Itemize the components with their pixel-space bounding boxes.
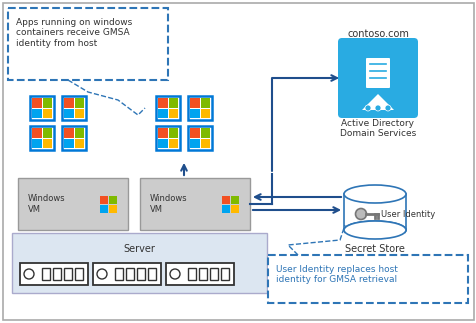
- Bar: [158, 109, 167, 118]
- Text: Windows
VM: Windows VM: [28, 194, 66, 214]
- Bar: [99, 195, 107, 203]
- Bar: [221, 195, 229, 203]
- FancyBboxPatch shape: [30, 96, 54, 120]
- FancyBboxPatch shape: [64, 268, 72, 280]
- Bar: [344, 229, 404, 240]
- FancyBboxPatch shape: [156, 126, 179, 150]
- Bar: [99, 204, 107, 213]
- Text: Server: Server: [123, 244, 155, 254]
- Bar: [200, 139, 209, 148]
- Bar: [42, 128, 52, 138]
- FancyBboxPatch shape: [198, 268, 207, 280]
- FancyBboxPatch shape: [188, 268, 196, 280]
- Bar: [200, 109, 209, 118]
- Bar: [158, 139, 167, 148]
- FancyBboxPatch shape: [53, 268, 61, 280]
- Bar: [42, 139, 52, 148]
- FancyBboxPatch shape: [140, 178, 249, 230]
- Bar: [74, 128, 84, 138]
- FancyBboxPatch shape: [166, 263, 234, 285]
- Bar: [158, 98, 167, 108]
- Bar: [158, 128, 167, 138]
- Bar: [189, 139, 199, 148]
- Bar: [168, 98, 178, 108]
- FancyBboxPatch shape: [188, 96, 211, 120]
- FancyBboxPatch shape: [20, 263, 88, 285]
- Bar: [189, 109, 199, 118]
- Bar: [168, 128, 178, 138]
- Polygon shape: [361, 94, 393, 110]
- Bar: [74, 98, 84, 108]
- Text: Secret Store: Secret Store: [344, 244, 404, 254]
- FancyBboxPatch shape: [365, 58, 389, 88]
- FancyBboxPatch shape: [75, 268, 83, 280]
- Bar: [32, 128, 41, 138]
- FancyBboxPatch shape: [18, 178, 128, 230]
- Bar: [32, 98, 41, 108]
- Circle shape: [355, 209, 366, 220]
- Bar: [168, 109, 178, 118]
- Bar: [42, 109, 52, 118]
- Text: contoso.com: contoso.com: [347, 29, 408, 39]
- Ellipse shape: [343, 221, 405, 239]
- FancyBboxPatch shape: [12, 233, 267, 293]
- FancyBboxPatch shape: [8, 8, 168, 80]
- Circle shape: [24, 269, 34, 279]
- Bar: [221, 204, 229, 213]
- FancyBboxPatch shape: [3, 3, 473, 320]
- Bar: [230, 204, 238, 213]
- Bar: [74, 139, 84, 148]
- Circle shape: [97, 269, 107, 279]
- FancyBboxPatch shape: [93, 263, 161, 285]
- Bar: [189, 128, 199, 138]
- FancyBboxPatch shape: [337, 38, 417, 118]
- Text: User Identity replaces host
identity for GMSA retrieval: User Identity replaces host identity for…: [276, 265, 397, 284]
- Bar: [108, 204, 116, 213]
- Bar: [64, 128, 73, 138]
- Text: User Identity: User Identity: [380, 210, 434, 218]
- FancyBboxPatch shape: [115, 268, 123, 280]
- FancyBboxPatch shape: [209, 268, 218, 280]
- FancyBboxPatch shape: [156, 96, 179, 120]
- Text: Windows
VM: Windows VM: [149, 194, 187, 214]
- Bar: [32, 109, 41, 118]
- Bar: [168, 139, 178, 148]
- FancyBboxPatch shape: [30, 126, 54, 150]
- Circle shape: [384, 105, 390, 111]
- Circle shape: [169, 269, 179, 279]
- Ellipse shape: [343, 185, 405, 203]
- Bar: [74, 109, 84, 118]
- FancyBboxPatch shape: [126, 268, 134, 280]
- Circle shape: [374, 105, 380, 111]
- Text: Active Directory
Domain Services: Active Directory Domain Services: [339, 119, 415, 138]
- Bar: [108, 195, 116, 203]
- FancyBboxPatch shape: [148, 268, 156, 280]
- Bar: [64, 139, 73, 148]
- FancyBboxPatch shape: [62, 96, 86, 120]
- FancyBboxPatch shape: [220, 268, 228, 280]
- FancyBboxPatch shape: [188, 126, 211, 150]
- FancyBboxPatch shape: [62, 126, 86, 150]
- Bar: [64, 109, 73, 118]
- Bar: [64, 98, 73, 108]
- Bar: [200, 98, 209, 108]
- Bar: [230, 195, 238, 203]
- Bar: [42, 98, 52, 108]
- FancyBboxPatch shape: [137, 268, 145, 280]
- Bar: [189, 98, 199, 108]
- Text: Apps running on windows
containers receive GMSA
identity from host: Apps running on windows containers recei…: [16, 18, 132, 48]
- FancyBboxPatch shape: [268, 255, 467, 303]
- Bar: [32, 139, 41, 148]
- Ellipse shape: [343, 221, 405, 239]
- Bar: [200, 128, 209, 138]
- FancyBboxPatch shape: [42, 268, 50, 280]
- Circle shape: [364, 105, 370, 111]
